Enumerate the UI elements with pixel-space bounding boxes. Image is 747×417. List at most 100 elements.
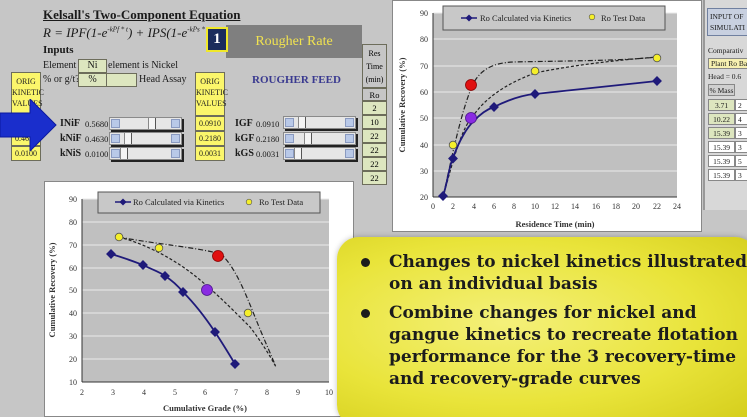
slider-kgs[interactable] — [283, 147, 356, 160]
svg-text:40: 40 — [420, 141, 428, 150]
rougher-feed-label: ROUGHER FEED — [252, 74, 341, 86]
side-cell[interactable]: 3 — [735, 141, 747, 153]
slider-igf[interactable] — [283, 116, 356, 129]
side-cell[interactable]: 2 — [735, 99, 747, 111]
side-cell[interactable]: 4 — [735, 113, 747, 125]
param-label-kgf: kGF — [235, 133, 255, 144]
slider-thumb[interactable] — [304, 133, 312, 144]
slider-kgf[interactable] — [283, 132, 356, 145]
res-time-subheader: Ro — [362, 88, 387, 101]
slider-knif[interactable] — [109, 132, 182, 145]
page-title: Kelsall's Two-Component Equation — [43, 7, 241, 22]
slider-right-arrow-icon[interactable] — [345, 118, 354, 127]
head-assay-label: Head Assay — [139, 74, 187, 85]
res-time-cell[interactable]: 22 — [362, 129, 387, 143]
svg-text:14: 14 — [571, 202, 579, 211]
svg-text:8: 8 — [512, 202, 516, 211]
param-value-kgs: 0.0031 — [256, 149, 280, 159]
slider-thumb[interactable] — [148, 118, 156, 129]
mass-cell[interactable]: 15.39 — [708, 141, 735, 153]
mass-cell[interactable]: 10.22 — [708, 113, 735, 125]
callout-box: Changes to nickel kinetics illustrated o… — [337, 237, 747, 417]
svg-text:5: 5 — [173, 388, 177, 397]
svg-text:20: 20 — [632, 202, 640, 211]
svg-text:8: 8 — [265, 388, 269, 397]
res-time-cell[interactable]: 22 — [362, 171, 387, 185]
callout-bullet: Changes to nickel kinetics illustrated o… — [359, 251, 747, 295]
slider-knis[interactable] — [109, 147, 182, 160]
slider-left-arrow-icon[interactable] — [111, 149, 120, 158]
slider-right-arrow-icon[interactable] — [171, 119, 180, 128]
slider-right-arrow-icon[interactable] — [171, 149, 180, 158]
element-input[interactable]: Ni — [78, 59, 107, 73]
res-time-header: Res Time (min) — [362, 44, 387, 88]
slider-left-arrow-icon[interactable] — [285, 149, 294, 158]
recovery-time-chart: 20 30 40 50 60 70 80 90 0 2 4 6 8 10 12 14 16 18 20 22 24 R… — [392, 0, 702, 232]
svg-text:70: 70 — [420, 62, 428, 71]
slider-thumb[interactable] — [298, 117, 306, 128]
kelsall-equation: R = IPF(1-e-kPf * t) + IPS(1-e-kPs * t) — [43, 25, 213, 40]
svg-text:0: 0 — [431, 202, 435, 211]
param-value-knif: 0.4630 — [85, 134, 109, 144]
slider-thumb[interactable] — [120, 148, 128, 159]
comparative-label: Comparativ — [708, 46, 744, 55]
param-value-inif: 0.5680 — [85, 119, 109, 129]
svg-text:20: 20 — [69, 355, 77, 364]
svg-text:10: 10 — [531, 202, 539, 211]
chart-legend — [442, 5, 666, 31]
nickel-orig-value: 0.0100 — [11, 146, 41, 161]
y-axis-label: Cumulative Recovery (%) — [397, 57, 407, 152]
side-cell[interactable]: 3 — [735, 169, 747, 181]
slider-thumb[interactable] — [124, 133, 132, 144]
slider-right-arrow-icon[interactable] — [345, 149, 354, 158]
slider-left-arrow-icon[interactable] — [111, 119, 120, 128]
gangue-orig-header: ORIG KINETIC VALUES — [195, 72, 228, 116]
res-time-cell[interactable]: 2 — [362, 101, 387, 115]
svg-text:20: 20 — [420, 193, 428, 202]
param-value-knis: 0.0100 — [85, 149, 109, 159]
svg-text:24: 24 — [673, 202, 681, 211]
element-label: Element — [43, 60, 77, 71]
nickel-orig-header: ORIG KINETIC VALUES — [11, 72, 44, 116]
side-cell[interactable]: 3 — [735, 127, 747, 139]
param-value-kgf: 0.2180 — [256, 134, 280, 144]
svg-text:2: 2 — [451, 202, 455, 211]
svg-text:Ro Calculated via Kinetics: Ro Calculated via Kinetics — [480, 13, 571, 23]
step-badge: 1 — [206, 27, 228, 52]
bullet-icon — [361, 309, 370, 318]
recovery-grade-plot: 10 20 30 40 50 60 70 80 90 2 3 4 5 6 7 8 9 10 Cumulative… — [47, 191, 333, 413]
mass-cell[interactable]: 15.39 — [708, 169, 735, 181]
svg-text:2: 2 — [80, 388, 84, 397]
svg-text:90: 90 — [420, 9, 428, 18]
slider-right-arrow-icon[interactable] — [171, 134, 180, 143]
slider-left-arrow-icon[interactable] — [111, 134, 120, 143]
res-time-cell[interactable]: 22 — [362, 157, 387, 171]
mass-cell[interactable]: 3.71 — [708, 99, 735, 111]
svg-text:18: 18 — [612, 202, 620, 211]
param-label-knis: kNiS — [60, 148, 82, 159]
slider-thumb[interactable] — [294, 148, 302, 159]
svg-text:3: 3 — [111, 388, 115, 397]
head-assay-input[interactable] — [106, 73, 137, 87]
mass-cell[interactable]: 15.39 — [708, 155, 735, 167]
recovery-grade-chart: 10 20 30 40 50 60 70 80 90 2 3 4 5 6 7 8 9 10 Cumulative… — [44, 181, 354, 417]
param-label-kgs: kGS — [235, 148, 254, 159]
svg-text:80: 80 — [69, 218, 77, 227]
unit-label: % or g/t? — [43, 74, 80, 85]
mass-cell[interactable]: 15.39 — [708, 127, 735, 139]
section-banner: Rougher Rate — [226, 25, 362, 58]
slider-inif[interactable] — [109, 117, 182, 130]
slider-right-arrow-icon[interactable] — [345, 134, 354, 143]
chart-legend — [97, 191, 321, 214]
svg-text:80: 80 — [420, 35, 428, 44]
slider-left-arrow-icon[interactable] — [285, 134, 294, 143]
svg-text:50: 50 — [420, 114, 428, 123]
svg-text:10: 10 — [325, 388, 333, 397]
res-time-cell[interactable]: 22 — [362, 143, 387, 157]
res-time-cell[interactable]: 10 — [362, 115, 387, 129]
gangue-orig-value: 0.0031 — [195, 146, 225, 161]
slider-left-arrow-icon[interactable] — [285, 118, 294, 127]
side-cell[interactable]: 5 — [735, 155, 747, 167]
plant-label: Plant Ro Ba — [708, 58, 747, 69]
unit-input[interactable]: % — [78, 73, 107, 87]
